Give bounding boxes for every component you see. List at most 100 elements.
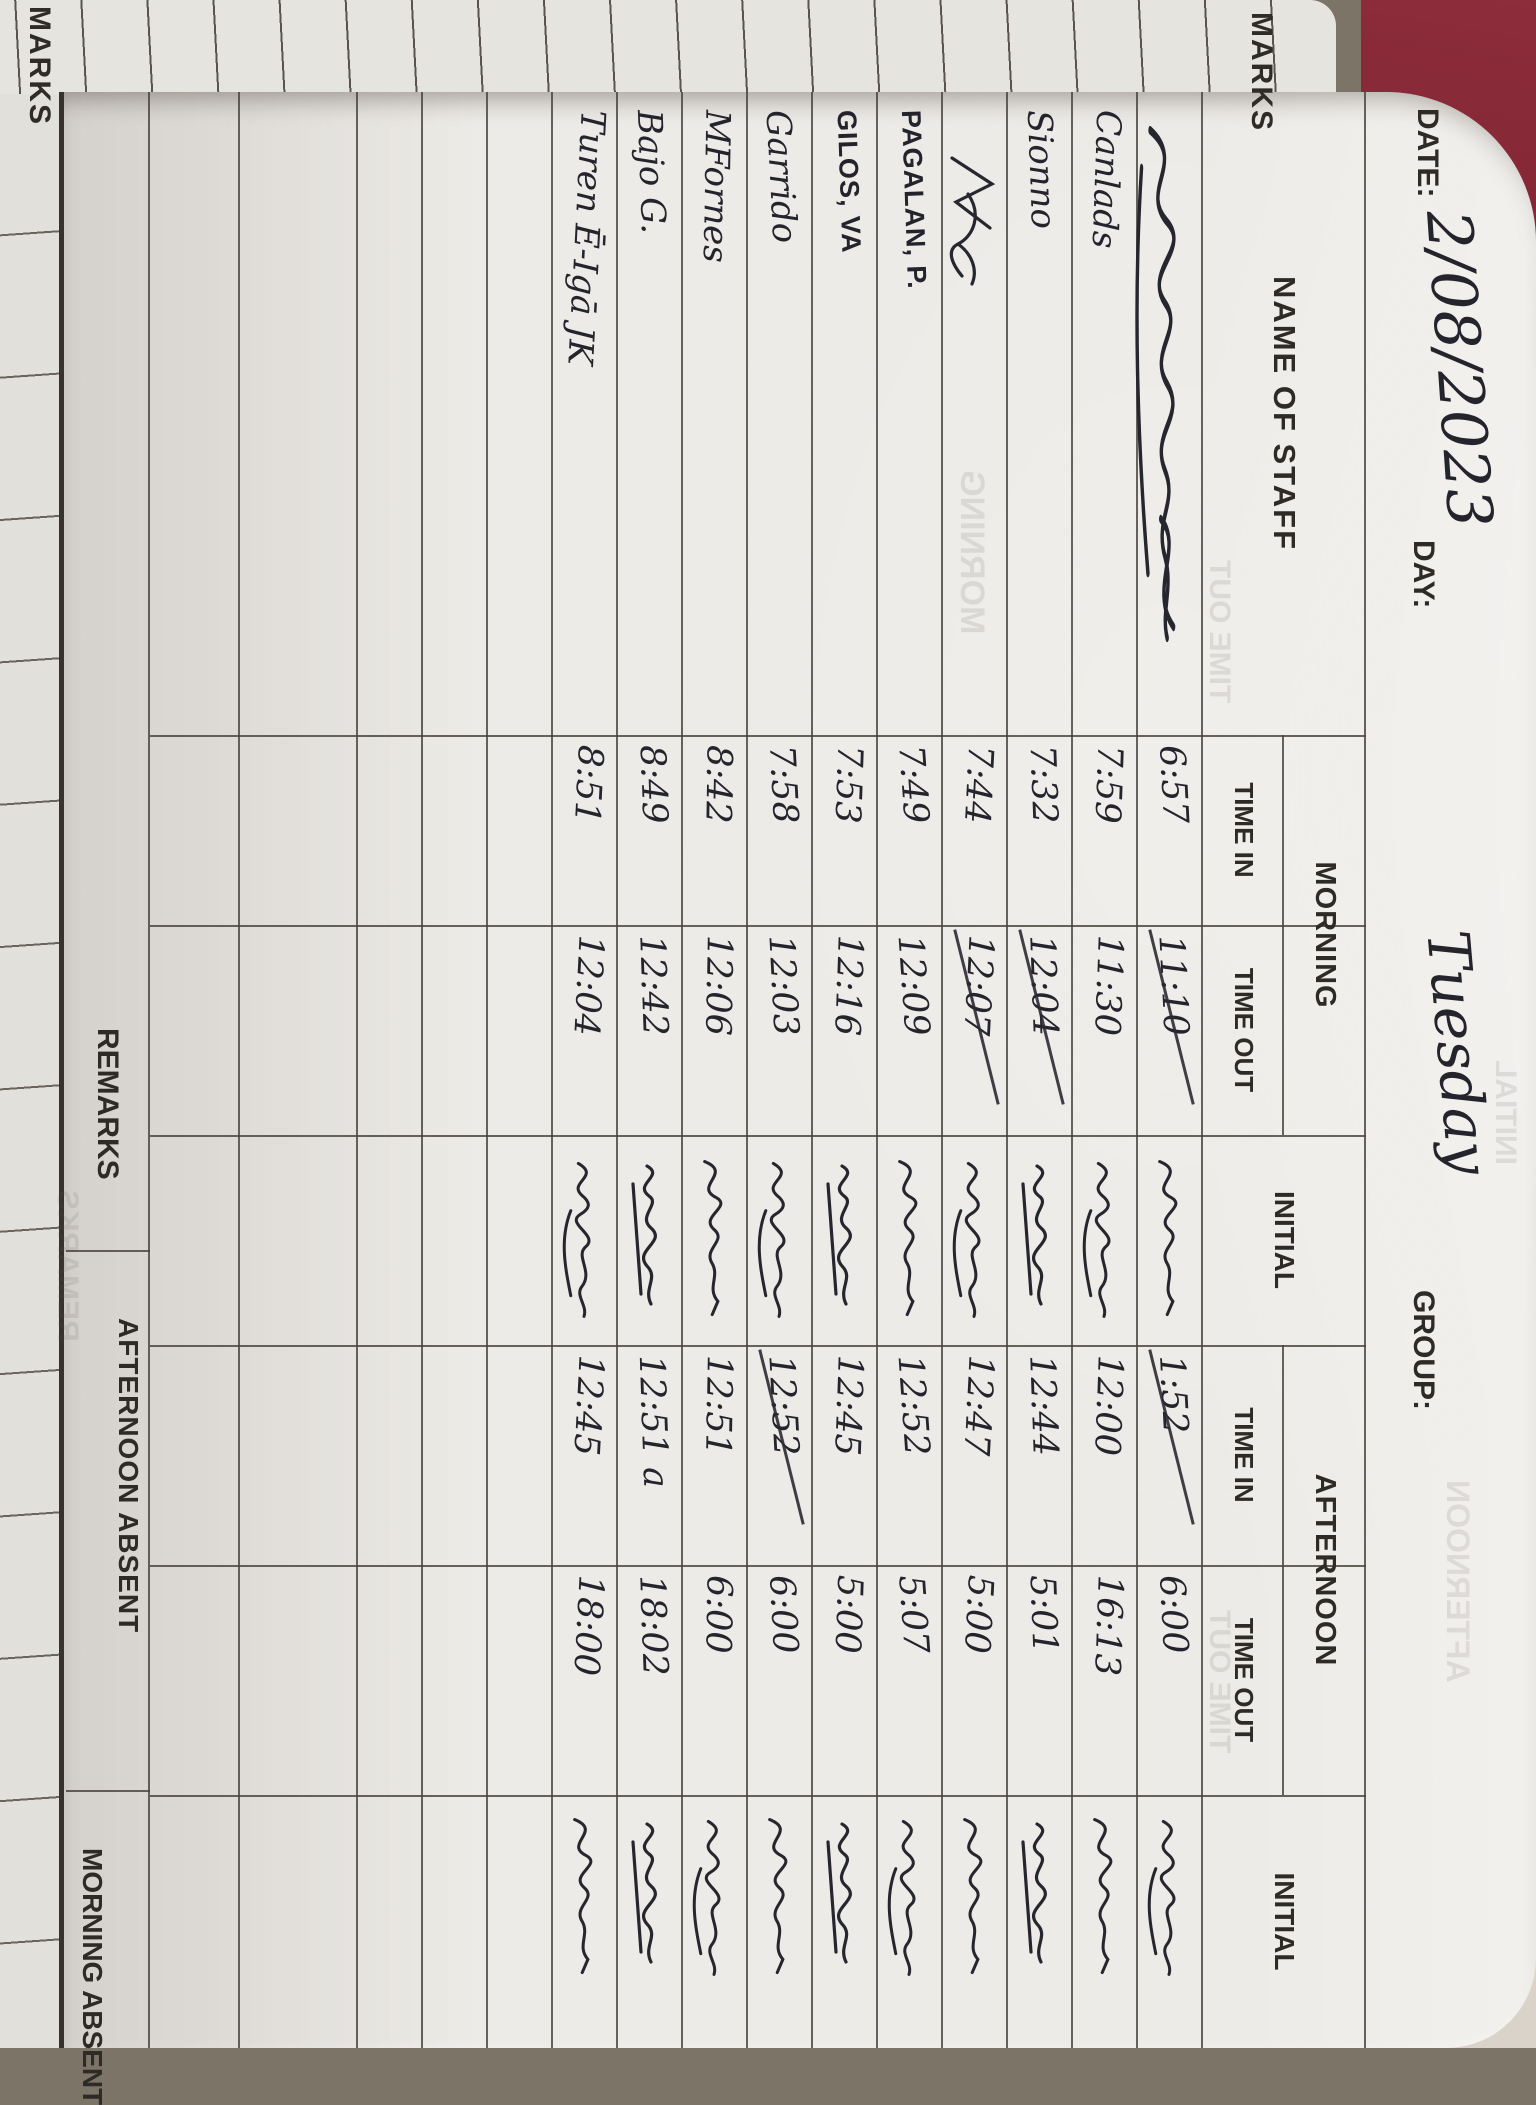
initial-signature xyxy=(876,1812,937,1982)
afternoon-time-out-cell: 5:00 xyxy=(813,1574,878,1785)
afternoon-initial-cell xyxy=(1073,1808,1138,2008)
name-cell xyxy=(358,110,423,730)
handwritten-time: 6:00 xyxy=(697,1574,739,1654)
staff-name: Bajo G. xyxy=(628,109,674,235)
morning-time-in-cell: 7:49 xyxy=(878,744,943,925)
remarks-label: REMARKS xyxy=(91,1028,124,1180)
signature-scribble-icon xyxy=(826,1164,852,1306)
staff-name: Turen Ē-Igā JK xyxy=(559,109,613,367)
initial-signature xyxy=(681,1812,742,1982)
table-row: PAGALAN, P. 7:49 12:09 12:52 5:07 xyxy=(878,0,943,2048)
handwritten-time: 12:51 xyxy=(697,1354,739,1457)
initial-signature xyxy=(815,1812,872,1972)
morning-time-out-cell: 12:04 xyxy=(1008,929,1073,1131)
morning-initial-cell xyxy=(748,1150,813,1334)
handwritten-time: 7:59 xyxy=(1086,744,1130,825)
ghost-text: AFTERNOON xyxy=(1440,1480,1476,1683)
handwritten-time: 12:06 xyxy=(697,934,739,1037)
handwritten-time: 11:30 xyxy=(1086,934,1130,1037)
afternoon-initial-cell xyxy=(1008,1808,1073,2008)
afternoon-time-in-cell: 1:52 xyxy=(1138,1349,1203,1555)
handwritten-time: 12:04 xyxy=(565,934,611,1037)
previous-page-bottom-strip xyxy=(0,94,60,2048)
afternoon-time-in-header: TIME IN xyxy=(1229,1407,1259,1503)
afternoon-time-in-cell: 12:45 xyxy=(553,1354,618,1555)
initial-signature xyxy=(1071,1154,1132,1324)
name-of-staff-header: NAME OF STAFF xyxy=(1267,275,1303,552)
morning-time-out-header: TIME OUT xyxy=(1229,967,1259,1093)
staff-name: PAGALAN, P. xyxy=(895,109,933,290)
handwritten-time: 12:52 xyxy=(889,1353,937,1458)
table-row xyxy=(488,0,553,2048)
afternoon-initial-cell xyxy=(1138,1808,1203,2008)
table-row: 6:57 11:10 1:52 6:00 xyxy=(1135,0,1203,2048)
handwritten-time: 7:53 xyxy=(826,744,870,825)
morning-initial-cell xyxy=(813,1150,878,1334)
morning-time-out-cell: 11:30 xyxy=(1073,934,1138,1131)
afternoon-time-out-cell: 6:00 xyxy=(1138,1574,1203,1785)
name-cell xyxy=(488,110,553,730)
signature-scribble-icon xyxy=(1158,1160,1178,1317)
signature-scribble-icon xyxy=(692,1819,721,1976)
afternoon-time-out-header: TIME OUT xyxy=(1229,1617,1259,1743)
morning-time-in-cell: 7:32 xyxy=(1008,744,1073,925)
afternoon-time-in-cell: 12:52 xyxy=(878,1353,943,1555)
morning-time-in-cell: 8:49 xyxy=(618,744,683,925)
staff-name: Sionno xyxy=(1018,109,1064,230)
handwritten-time: 18:00 xyxy=(565,1574,611,1677)
initial-signature xyxy=(1136,1812,1197,1982)
initial-signature xyxy=(945,1812,1002,1982)
afternoon-initial-cell xyxy=(683,1808,748,2008)
afternoon-initial-cell xyxy=(553,1808,618,2008)
signature-scribble-icon xyxy=(887,1819,916,1976)
morning-initial-cell xyxy=(553,1150,618,1334)
signature-scribble-icon xyxy=(898,1160,918,1317)
name-cell: Sionno xyxy=(1008,109,1073,730)
afternoon-initial-cell xyxy=(748,1808,813,2008)
initial-signature xyxy=(746,1154,807,1324)
handwritten-time: 5:01 xyxy=(1021,1574,1065,1655)
initial-signature xyxy=(1010,1812,1067,1972)
signature-scribble-icon xyxy=(1147,1819,1176,1976)
table-row xyxy=(358,0,423,2048)
morning-time-out-cell: 12:16 xyxy=(813,934,878,1131)
grid-line xyxy=(66,1250,150,1252)
afternoon-initial-cell xyxy=(943,1808,1008,2008)
signature-scribble-icon xyxy=(952,1161,981,1318)
handwritten-time: 12:47 xyxy=(955,1354,1001,1457)
morning-initial-cell xyxy=(943,1150,1008,1334)
afternoon-time-in-cell: 12:51 xyxy=(683,1355,748,1555)
morning-time-out-cell: 12:07 xyxy=(943,929,1008,1131)
initial-signature xyxy=(750,1812,807,1982)
handwritten-time: 6:00 xyxy=(760,1574,806,1655)
handwritten-time: 12:00 xyxy=(1086,1354,1130,1457)
table-row: Garrido 7:58 12:03 12:52 6:00 xyxy=(748,0,813,2048)
afternoon-time-in-cell: 12:00 xyxy=(1073,1354,1138,1555)
signature-scribble-icon xyxy=(826,1822,852,1964)
handwritten-time: 7:32 xyxy=(1021,744,1065,825)
table-row: 7:44 12:07 12:47 5:00 xyxy=(943,0,1008,2048)
signature-monogram-icon xyxy=(949,156,996,286)
morning-initial-cell xyxy=(618,1150,683,1334)
morning-initial-cell xyxy=(1138,1150,1203,1334)
morning-time-in-cell: 7:58 xyxy=(748,744,813,925)
morning-time-out-cell: 12:03 xyxy=(748,934,813,1131)
morning-time-in-cell: 8:42 xyxy=(683,745,748,925)
afternoon-initial-cell xyxy=(813,1808,878,2008)
signature-scribble-icon xyxy=(573,1818,593,1975)
morning-time-in-cell: 7:59 xyxy=(1073,744,1138,925)
initial-signature xyxy=(880,1154,937,1324)
afternoon-time-out-cell: 18:00 xyxy=(553,1574,618,1785)
morning-time-in-cell: 7:44 xyxy=(943,744,1008,925)
initial-morning-header: INITIAL xyxy=(1269,1191,1301,1289)
name-cell xyxy=(943,110,1008,730)
ghost-text: REMARKS xyxy=(51,1190,84,1342)
initial-signature xyxy=(815,1154,872,1314)
afternoon-time-out-cell: 16:13 xyxy=(1073,1574,1138,1785)
morning-time-out-cell: 12:06 xyxy=(683,935,748,1131)
morning-time-out-cell: 12:04 xyxy=(553,934,618,1131)
afternoon-initial-cell xyxy=(878,1808,943,2008)
morning-initial-cell xyxy=(878,1150,943,1334)
